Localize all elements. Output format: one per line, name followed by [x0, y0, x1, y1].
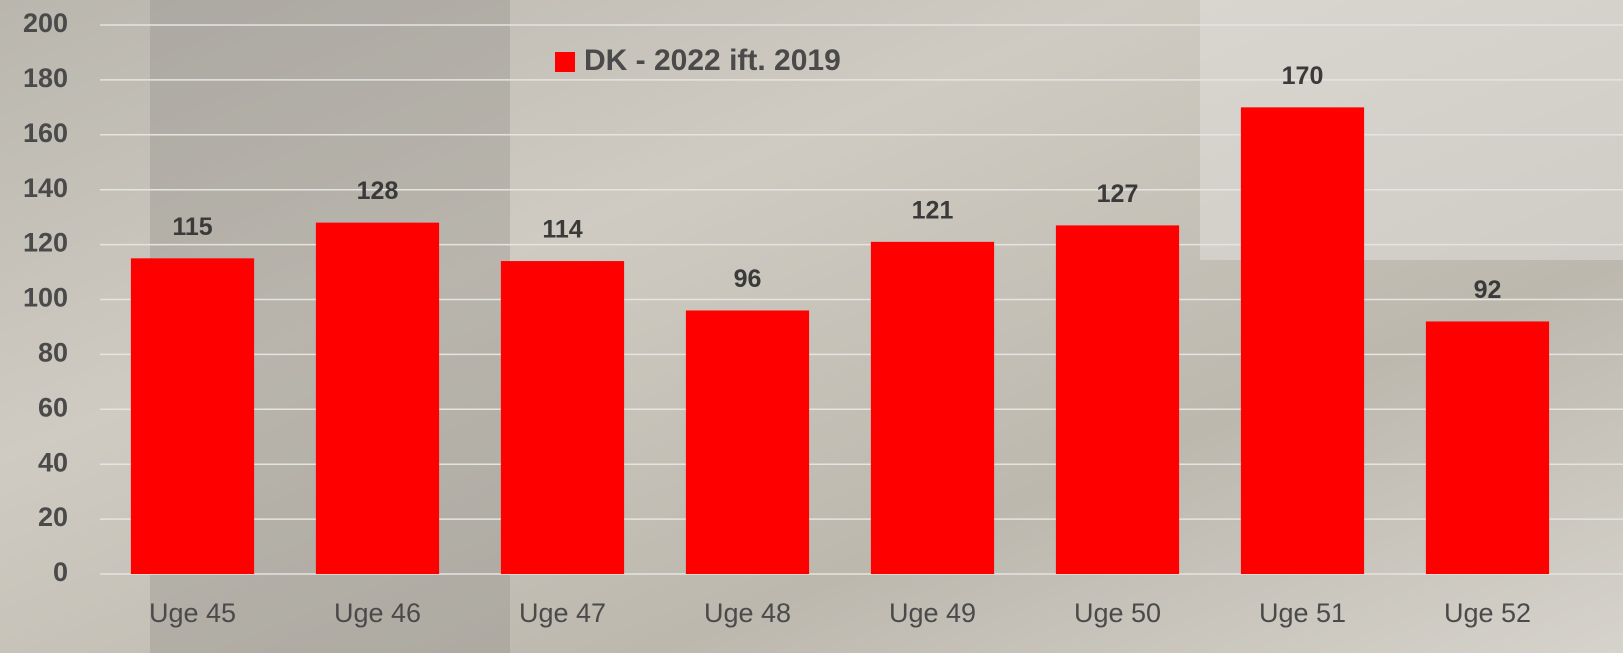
bar	[316, 223, 439, 574]
bar	[501, 261, 624, 574]
value-label: 115	[172, 213, 212, 241]
y-tick-label: 120	[23, 228, 68, 258]
y-tick-label: 160	[23, 118, 68, 148]
chart: 115 128 114 96 121 127 170 92 0 20 40 60 80 100 120 14…	[0, 0, 1623, 653]
x-tick-label: Uge 49	[889, 598, 976, 628]
bar	[1426, 321, 1549, 574]
value-label: 170	[1282, 62, 1324, 90]
y-tick-label: 140	[23, 173, 68, 203]
value-label: 121	[912, 196, 954, 224]
x-tick-label: Uge 46	[334, 598, 421, 628]
y-tick-label: 0	[53, 557, 68, 587]
y-tick-label: 60	[38, 392, 68, 422]
bar	[1056, 225, 1179, 574]
x-tick-label: Uge 51	[1259, 598, 1346, 628]
y-tick-label: 100	[23, 283, 68, 313]
bar	[686, 310, 809, 574]
x-tick-label: Uge 48	[704, 598, 791, 628]
value-label: 114	[542, 216, 582, 244]
bar	[871, 242, 994, 574]
y-tick-label: 40	[38, 447, 68, 477]
y-tick-label: 80	[38, 338, 68, 368]
value-label: 96	[734, 265, 762, 293]
y-tick-label: 200	[23, 8, 68, 38]
value-label: 127	[1097, 180, 1139, 208]
bar	[131, 258, 254, 574]
x-tick-label: Uge 47	[519, 598, 606, 628]
x-tick-label: Uge 50	[1074, 598, 1161, 628]
legend-label: DK - 2022 ift. 2019	[584, 44, 841, 77]
value-label: 128	[357, 177, 399, 205]
y-tick-label: 20	[38, 502, 68, 532]
value-label: 92	[1474, 276, 1502, 304]
y-tick-label: 180	[23, 63, 68, 93]
x-tick-label: Uge 45	[149, 598, 236, 628]
x-tick-label: Uge 52	[1444, 598, 1531, 628]
bar	[1241, 107, 1364, 574]
legend-swatch	[555, 52, 575, 72]
